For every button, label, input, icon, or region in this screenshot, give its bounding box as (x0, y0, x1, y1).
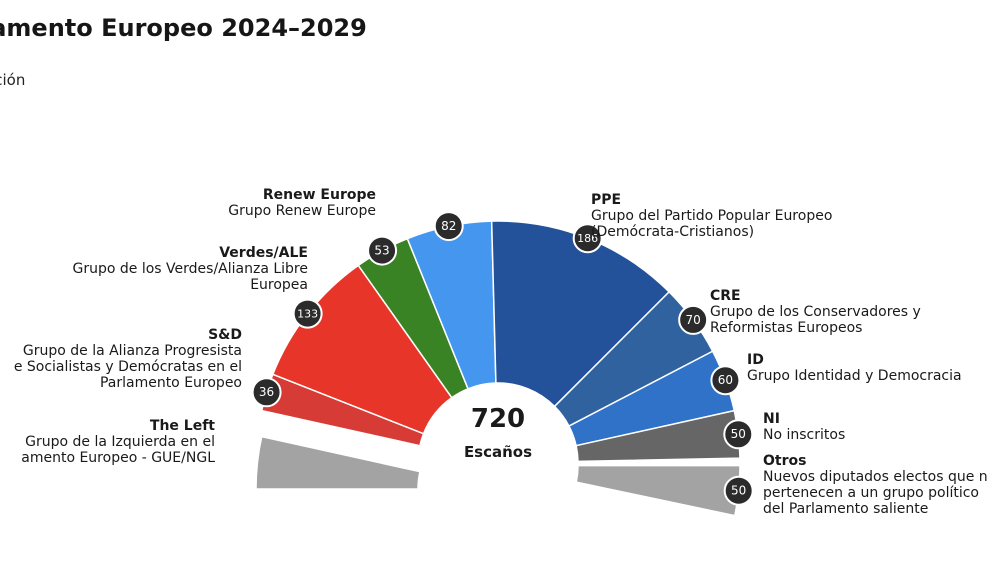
label-cre: CRE Grupo de los Conservadores y Reformi… (710, 288, 921, 336)
label-ppe-name: PPE (591, 192, 622, 208)
badge-verdes-ale: 53 (367, 235, 398, 266)
svg-text:60: 60 (718, 373, 733, 387)
chart-subtitle: cción (0, 71, 26, 89)
label-ni-name: NI (763, 411, 780, 427)
label-sd: S&D Grupo de la Alianza Progresista e So… (14, 327, 242, 391)
label-id-name: ID (747, 352, 764, 368)
svg-text:50: 50 (731, 484, 746, 498)
svg-text:70: 70 (686, 313, 701, 327)
badge-otros: 50 (723, 475, 754, 506)
total-seats-unit: Escaños (463, 443, 533, 461)
label-id-desc: Grupo Identidad y Democracia (747, 368, 962, 384)
label-cre-name: CRE (710, 288, 741, 304)
label-otros: Otros Nuevos diputados electos que n per… (763, 453, 1000, 517)
total-seats-value: 720 (470, 404, 526, 434)
label-sd-name: S&D (208, 327, 242, 343)
badge-s-d: 133 (292, 298, 323, 329)
label-verdes-desc: Grupo de los Verdes/Alianza Libre Europe… (72, 261, 308, 293)
label-sd-desc: Grupo de la Alianza Progresista e Social… (13, 343, 242, 391)
label-ni-desc: No inscritos (763, 427, 846, 443)
svg-text:186: 186 (577, 232, 598, 245)
svg-text:36: 36 (259, 385, 274, 399)
label-cre-desc: Grupo de los Conservadores y Reformistas… (710, 304, 921, 336)
label-ppe-desc: Grupo del Partido Popular Europeo (Demóc… (591, 208, 833, 240)
badge-the-left: 36 (251, 377, 282, 408)
arc-otros-left (255, 435, 421, 490)
badge-ppe: 186 (572, 223, 603, 254)
badge-ni: 50 (723, 419, 754, 450)
label-ppe: PPE Grupo del Partido Popular Europeo (D… (591, 192, 832, 240)
label-renew: Renew Europe Grupo Renew Europe (228, 187, 376, 219)
svg-text:133: 133 (297, 308, 318, 321)
label-verdes: Verdes/ALE Grupo de los Verdes/Alianza L… (73, 245, 308, 293)
badge-cre: 70 (678, 304, 709, 335)
svg-text:53: 53 (374, 244, 389, 258)
label-ni: NI No inscritos (763, 411, 845, 443)
label-renew-desc: Grupo Renew Europe (228, 203, 376, 219)
chart-title: lamento Europeo 2024–2029 (0, 14, 367, 42)
label-otros-name: Otros (763, 453, 807, 469)
label-otros-desc: Nuevos diputados electos que n pertenece… (763, 469, 988, 517)
badge-renew-europe: 82 (433, 211, 464, 242)
arc-ppe (490, 220, 671, 408)
arc-otros-right (575, 464, 741, 517)
svg-text:82: 82 (441, 219, 456, 233)
badge-id: 60 (710, 365, 741, 396)
label-the-left-name: The Left (149, 418, 215, 434)
label-the-left-desc: Grupo de la Izquierda en el amento Europ… (21, 434, 215, 466)
svg-text:50: 50 (731, 427, 746, 441)
label-the-left: The Left Grupo de la Izquierda en el ame… (21, 418, 215, 466)
label-id: ID Grupo Identidad y Democracia (747, 352, 962, 384)
label-renew-name: Renew Europe (262, 187, 376, 203)
label-verdes-name: Verdes/ALE (219, 245, 308, 261)
